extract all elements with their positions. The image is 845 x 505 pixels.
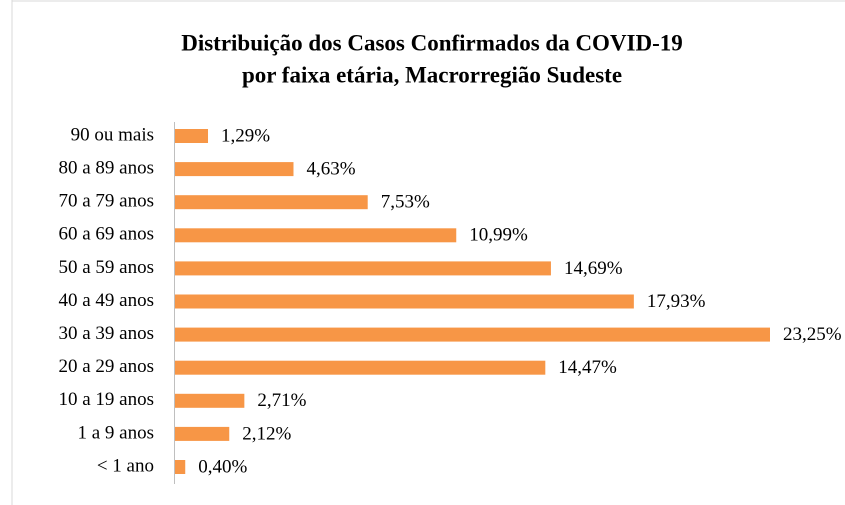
value-label: 1,29% bbox=[221, 125, 270, 146]
bar bbox=[175, 426, 230, 441]
value-label: 2,71% bbox=[257, 390, 306, 411]
value-label: 17,93% bbox=[647, 291, 706, 312]
value-label: 23,25% bbox=[783, 324, 842, 345]
y-tick-label: 40 a 49 anos bbox=[58, 290, 154, 311]
value-label: 10,99% bbox=[469, 225, 528, 246]
y-tick-label: 80 a 89 anos bbox=[58, 157, 154, 178]
bar bbox=[175, 261, 551, 276]
value-label: 4,63% bbox=[306, 158, 355, 179]
y-tick-label: 90 ou mais bbox=[71, 124, 154, 145]
bar bbox=[175, 294, 634, 309]
bar bbox=[175, 327, 770, 342]
value-label: 14,47% bbox=[558, 357, 617, 378]
chart-title: Distribuição dos Casos Confirmados da CO… bbox=[181, 30, 683, 55]
value-label: 2,12% bbox=[242, 423, 291, 444]
y-tick-label: 1 a 9 anos bbox=[77, 422, 154, 443]
value-label: 14,69% bbox=[564, 258, 623, 279]
y-tick-label: 50 a 59 anos bbox=[58, 257, 154, 278]
value-label: 7,53% bbox=[381, 192, 430, 213]
bar bbox=[175, 393, 245, 408]
y-tick-label: < 1 ano bbox=[97, 455, 154, 476]
bar bbox=[175, 460, 186, 474]
y-tick-label: 70 a 79 anos bbox=[58, 191, 154, 212]
y-tick-label: 30 a 39 anos bbox=[58, 323, 154, 344]
bar bbox=[175, 129, 209, 143]
bar bbox=[175, 360, 546, 375]
value-label: 0,40% bbox=[198, 456, 247, 477]
y-tick-label: 10 a 19 anos bbox=[58, 389, 154, 410]
bar bbox=[175, 228, 457, 243]
y-tick-label: 20 a 29 anos bbox=[58, 356, 154, 377]
y-tick-label: 60 a 69 anos bbox=[58, 224, 154, 245]
chart-title: por faixa etária, Macrorregião Sudeste bbox=[242, 62, 622, 87]
bar bbox=[175, 162, 294, 177]
bar bbox=[175, 195, 368, 210]
